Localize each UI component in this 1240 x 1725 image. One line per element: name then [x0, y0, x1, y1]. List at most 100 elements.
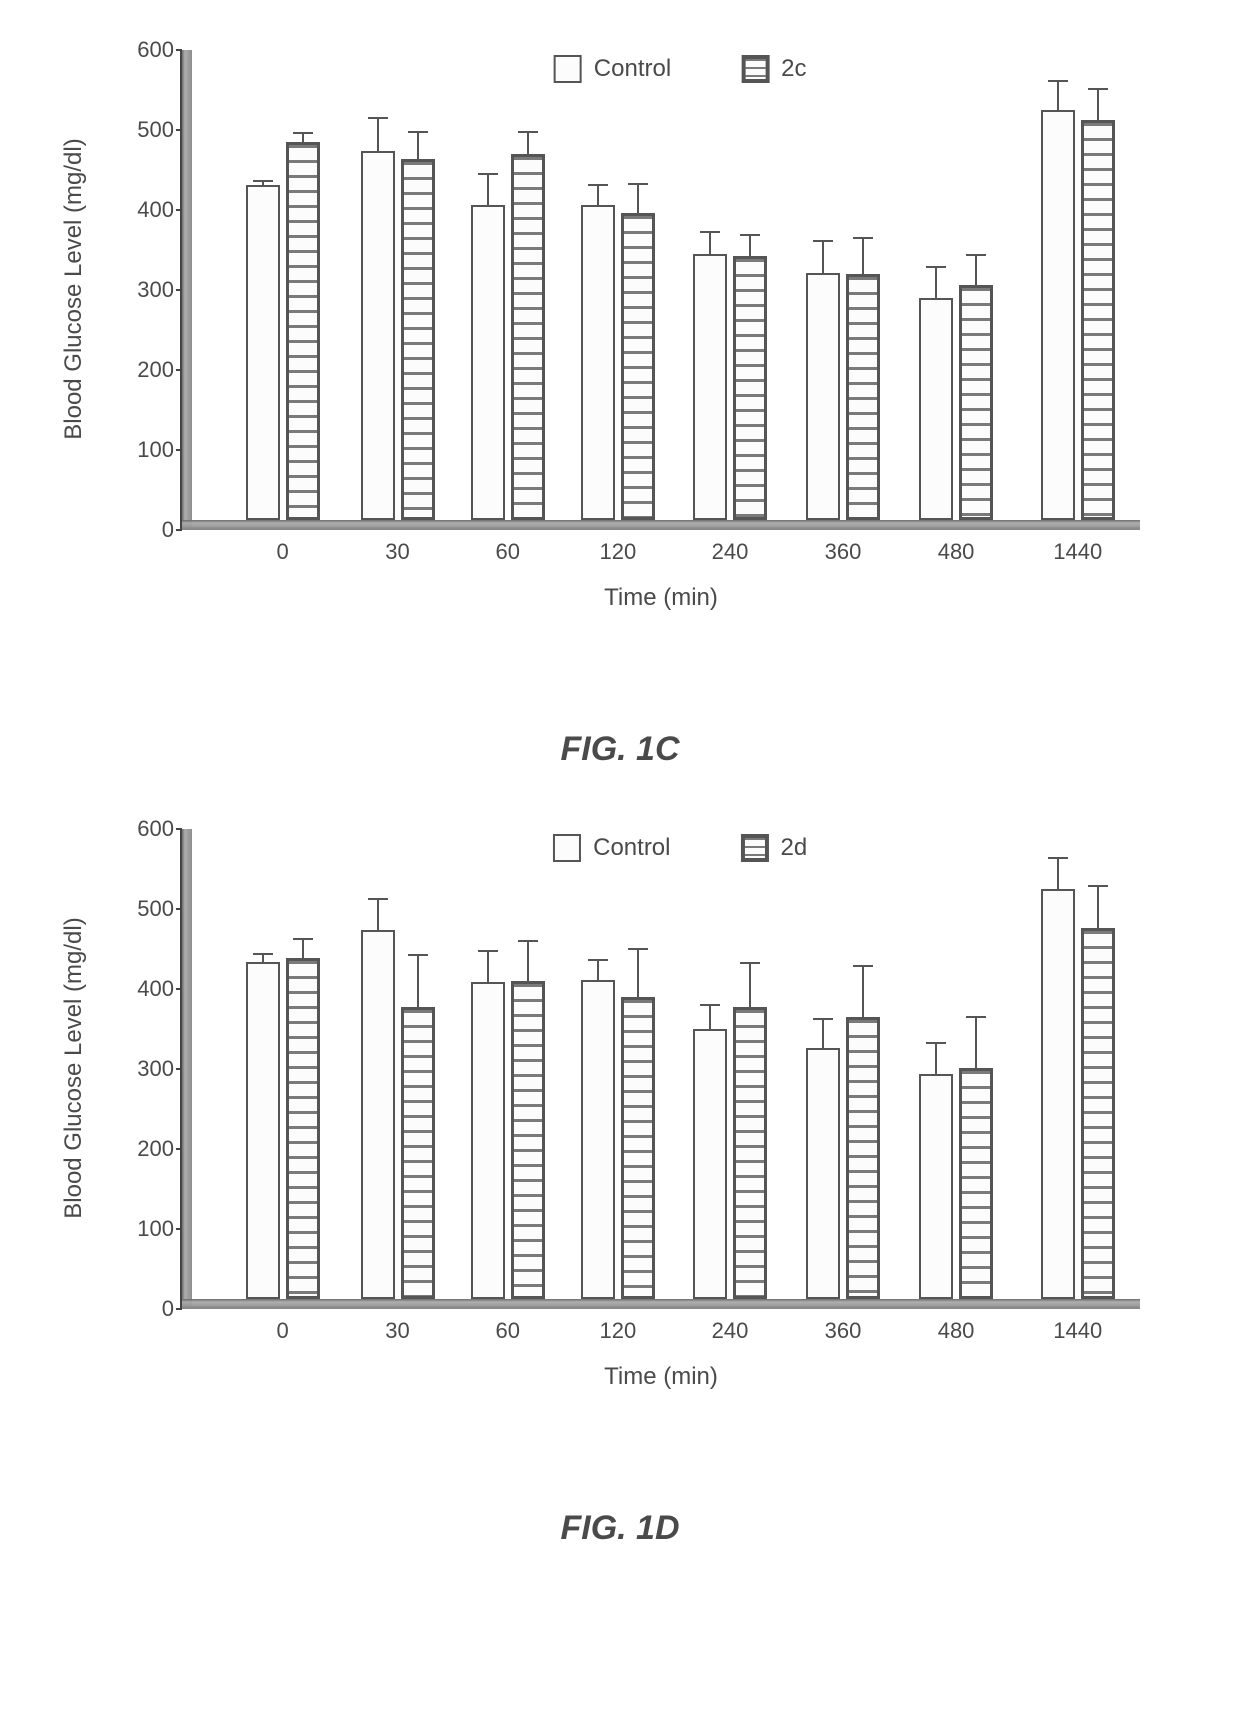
bar-control [693, 1029, 727, 1299]
y-tick-label: 600 [124, 816, 174, 842]
legend-item: 2c [741, 55, 806, 83]
bar-control [1041, 889, 1075, 1299]
y-tick-label: 300 [124, 1056, 174, 1082]
y-tick-mark [176, 129, 182, 131]
x-axis-3d-wall [182, 520, 1140, 530]
x-tick-label: 360 [825, 1318, 862, 1344]
legend-label: 2c [781, 55, 806, 83]
error-bar [975, 1017, 977, 1071]
error-bar [975, 255, 977, 288]
error-cap [588, 184, 608, 186]
x-tick-label: 1440 [1053, 539, 1102, 565]
y-tick-label: 500 [124, 896, 174, 922]
bar-treatment [286, 142, 320, 520]
bar-treatment [1081, 928, 1115, 1299]
x-tick-label: 480 [938, 539, 975, 565]
error-cap [966, 254, 986, 256]
error-cap [253, 953, 273, 955]
error-cap [368, 117, 388, 119]
error-bar [1097, 89, 1099, 123]
figure-caption: FIG. 1C [30, 730, 1210, 769]
y-axis-label: Blood Glucose Level (mg/dl) [60, 138, 88, 439]
error-bar [377, 899, 379, 932]
error-cap [740, 234, 760, 236]
bar-control [581, 205, 615, 520]
bar-treatment [733, 1007, 767, 1299]
error-bar [527, 941, 529, 984]
x-tick-label: 480 [938, 1318, 975, 1344]
y-tick-label: 400 [124, 197, 174, 223]
chart-1c: Blood Glucose Level (mg/dl)Time (min)010… [30, 30, 1210, 769]
error-cap [853, 965, 873, 967]
legend: Control 2c [554, 55, 807, 83]
legend-swatch [553, 834, 581, 862]
bar-treatment [401, 1007, 435, 1299]
y-tick-label: 100 [124, 1216, 174, 1242]
bar-treatment [1081, 120, 1115, 520]
bar-control [919, 1074, 953, 1299]
error-cap [293, 938, 313, 940]
legend-label: Control [594, 55, 671, 83]
chart-area: Blood Glucose Level (mg/dl)Time (min)010… [150, 809, 1200, 1399]
y-tick-label: 600 [124, 37, 174, 63]
figure-caption: FIG. 1D [30, 1509, 1210, 1548]
x-tick-label: 30 [385, 1318, 409, 1344]
bar-control [471, 205, 505, 520]
error-bar [597, 185, 599, 207]
x-tick-label: 1440 [1053, 1318, 1102, 1344]
error-cap [253, 180, 273, 182]
chart-1d: Blood Glucose Level (mg/dl)Time (min)010… [30, 809, 1210, 1548]
error-cap [853, 237, 873, 239]
bar-control [806, 273, 840, 520]
error-bar [709, 1005, 711, 1031]
error-bar [637, 949, 639, 1000]
bar-control [693, 254, 727, 520]
error-bar [822, 241, 824, 275]
y-tick-label: 400 [124, 976, 174, 1002]
error-cap [293, 132, 313, 134]
error-cap [700, 231, 720, 233]
plot-region: Blood Glucose Level (mg/dl)Time (min)010… [180, 829, 1140, 1309]
y-tick-label: 100 [124, 437, 174, 463]
error-cap [966, 1016, 986, 1018]
error-bar [862, 238, 864, 277]
x-tick-label: 120 [600, 539, 637, 565]
y-tick-mark [176, 289, 182, 291]
y-tick-label: 0 [124, 1296, 174, 1322]
y-tick-mark [176, 1228, 182, 1230]
y-tick-mark [176, 369, 182, 371]
x-tick-label: 360 [825, 539, 862, 565]
error-cap [1048, 857, 1068, 859]
error-cap [740, 962, 760, 964]
error-cap [926, 1042, 946, 1044]
x-tick-label: 240 [712, 1318, 749, 1344]
error-bar [302, 939, 304, 961]
legend-swatch [740, 834, 768, 862]
bar-treatment [621, 997, 655, 1299]
y-tick-label: 300 [124, 277, 174, 303]
bar-treatment [286, 958, 320, 1299]
error-cap [478, 173, 498, 175]
plot-region: Blood Glucose Level (mg/dl)Time (min)010… [180, 50, 1140, 530]
bar-control [806, 1048, 840, 1299]
error-bar [597, 960, 599, 982]
y-tick-mark [176, 49, 182, 51]
bar-control [361, 930, 395, 1299]
error-bar [749, 235, 751, 259]
bar-treatment [846, 1017, 880, 1299]
error-bar [749, 963, 751, 1010]
legend-item: Control [553, 834, 670, 862]
error-bar [417, 955, 419, 1010]
error-cap [926, 266, 946, 268]
error-cap [408, 954, 428, 956]
error-cap [588, 959, 608, 961]
error-bar [377, 118, 379, 153]
x-axis-label: Time (min) [604, 1363, 718, 1391]
error-bar [302, 133, 304, 145]
error-cap [518, 131, 538, 133]
bar-control [581, 980, 615, 1299]
error-cap [700, 1004, 720, 1006]
legend-swatch [554, 55, 582, 83]
error-bar [262, 954, 264, 963]
legend-swatch [741, 55, 769, 83]
